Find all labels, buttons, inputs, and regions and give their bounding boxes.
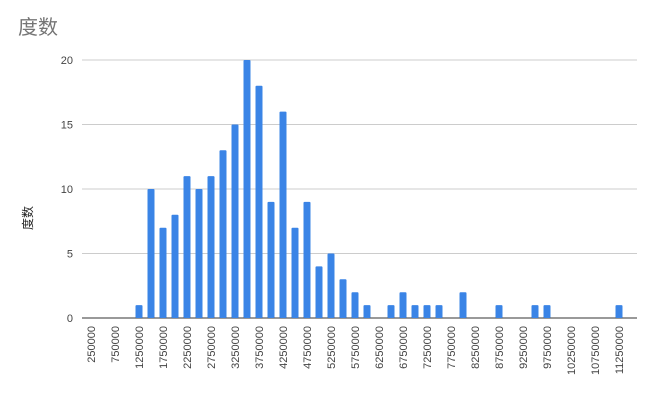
bar: [531, 305, 539, 318]
x-tick-label: 4750000: [302, 326, 314, 369]
x-tick-label: 10750000: [590, 326, 602, 375]
bar: [435, 305, 443, 318]
x-tick-label: 11250000: [614, 326, 626, 374]
x-tick-label: 10250000: [566, 326, 578, 375]
y-tick-label: 10: [61, 184, 73, 196]
x-tick-label: 6750000: [398, 326, 410, 369]
x-tick-label: 7750000: [446, 326, 458, 369]
x-tick-label: 5250000: [326, 326, 338, 369]
bar: [339, 279, 347, 318]
bar: [411, 305, 419, 318]
bar: [387, 305, 395, 318]
x-tick-label: 7250000: [422, 326, 434, 369]
y-axis-label: 度数: [20, 206, 35, 230]
x-tick-label: 9750000: [542, 326, 554, 369]
bar: [267, 201, 275, 318]
x-tick-label: 3750000: [254, 326, 266, 369]
y-tick-label: 20: [61, 55, 73, 67]
bar: [363, 305, 371, 318]
bar: [291, 227, 299, 318]
bar: [615, 305, 623, 318]
bar: [255, 85, 263, 318]
x-tick-label: 1250000: [134, 326, 146, 369]
bar: [351, 292, 359, 318]
bar: [183, 176, 191, 318]
x-tick-label: 2750000: [206, 326, 218, 369]
bar: [423, 305, 431, 318]
x-tick-label: 4250000: [278, 326, 290, 369]
x-tick-label: 9250000: [518, 326, 530, 369]
bar: [231, 124, 239, 318]
bar: [171, 214, 179, 318]
bar: [303, 201, 311, 318]
x-tick-label: 8250000: [470, 326, 482, 369]
chart-title: 度数: [18, 16, 58, 39]
x-tick-label: 250000: [86, 326, 98, 363]
bar: [399, 292, 407, 318]
x-tick-label: 5750000: [350, 326, 362, 369]
bar: [495, 305, 503, 318]
bar: [195, 189, 203, 318]
bar: [543, 305, 551, 318]
bar: [135, 305, 143, 318]
bar: [219, 150, 227, 318]
x-tick-label: 750000: [110, 326, 122, 363]
x-tick-label: 3250000: [230, 326, 242, 369]
bar: [459, 292, 467, 318]
bar: [327, 253, 335, 318]
y-tick-label: 15: [61, 120, 73, 132]
bar: [207, 176, 215, 318]
bar: [147, 189, 155, 318]
x-tick-label: 1750000: [158, 326, 170, 369]
x-tick-label: 2250000: [182, 326, 194, 369]
bar: [279, 111, 287, 318]
bar: [243, 60, 251, 318]
x-tick-label: 8750000: [494, 326, 506, 369]
y-tick-label: 5: [67, 249, 73, 261]
bar: [159, 227, 167, 318]
bar: [315, 266, 323, 318]
x-tick-label: 6250000: [374, 326, 386, 369]
y-tick-label: 0: [67, 313, 73, 325]
